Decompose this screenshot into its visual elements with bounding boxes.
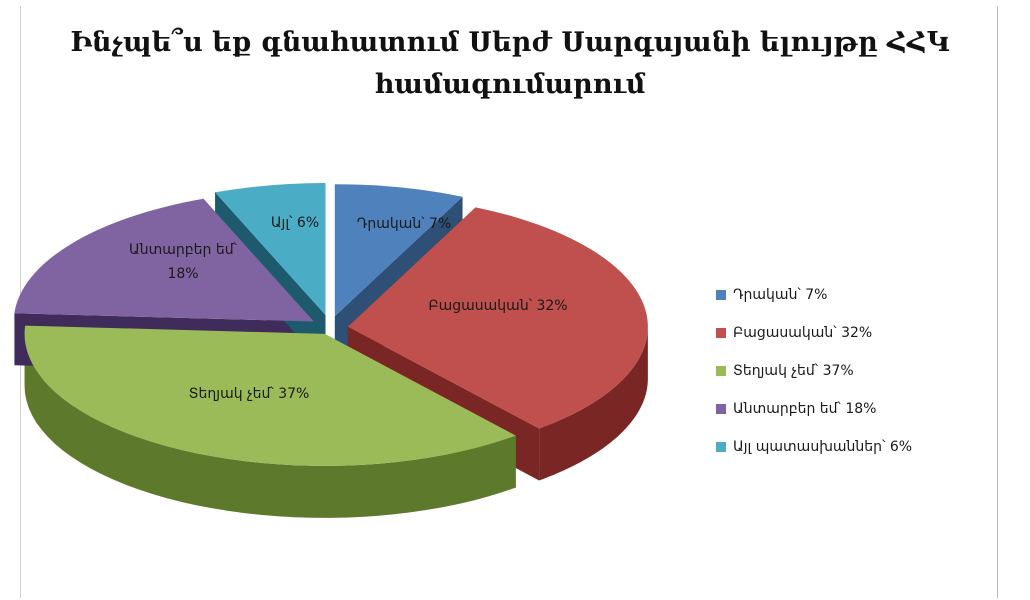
legend-label: Դրական՝ 7% bbox=[733, 287, 828, 303]
slice-label-1: Դրական՝ 7% bbox=[357, 216, 451, 232]
pie-slice-Դրական bbox=[334, 184, 463, 317]
legend-swatch bbox=[716, 442, 726, 452]
legend-label: Այլ պատասխաններ՝ 6% bbox=[733, 439, 913, 455]
legend-swatch bbox=[716, 328, 726, 338]
chart-legend: Դրական՝ 7% Բացասական՝ 32% Տեղյակ չեմ՝ 37% Ա… bbox=[716, 276, 1006, 466]
pie-side-3 bbox=[24, 333, 516, 518]
pie-slice-Անտարբեր-եմ bbox=[14, 198, 314, 322]
pie-labels-group: Դրական՝ 7% Բացասական՝ 32% Տեղյակ չեմ՝ 37% Ա… bbox=[129, 215, 568, 402]
legend-swatch bbox=[716, 404, 726, 414]
slice-label-4: Անտարբեր եմ՝ 18% bbox=[129, 242, 238, 282]
legend-item: Բացասական՝ 32% bbox=[716, 314, 1006, 352]
pie-tops-group bbox=[14, 183, 648, 466]
legend-label: Տեղյակ չեմ՝ 37% bbox=[733, 363, 854, 379]
pie-slice-Տեղյակ-չեմ bbox=[24, 325, 516, 466]
pie-slice-Այլ-պատասխաններ bbox=[215, 183, 326, 316]
legend-item: Անտարբեր եմ՝ 18% bbox=[716, 390, 1006, 428]
legend-label: Բացասական՝ 32% bbox=[733, 325, 873, 341]
slice-label-3: Տեղյակ չեմ՝ 37% bbox=[189, 386, 310, 402]
legend-item: Տեղյակ չեմ՝ 37% bbox=[716, 352, 1006, 390]
pie-side-2 bbox=[539, 326, 648, 481]
legend-item: Այլ պատասխաններ՝ 6% bbox=[716, 428, 1006, 466]
legend-swatch bbox=[716, 290, 726, 300]
chart-title: Ինչպե՞ս եք գնահատում Սերժ Սարգսյանի ելու… bbox=[70, 27, 950, 100]
legend-swatch bbox=[716, 366, 726, 376]
legend-label: Անտարբեր եմ՝ 18% bbox=[733, 401, 877, 417]
pie-slice-Բացասական bbox=[347, 207, 648, 429]
slice-label-2: Բացասական՝ 32% bbox=[428, 298, 567, 314]
slice-label-5: Այլ՝ 6% bbox=[271, 215, 319, 231]
legend-item: Դրական՝ 7% bbox=[716, 276, 1006, 314]
